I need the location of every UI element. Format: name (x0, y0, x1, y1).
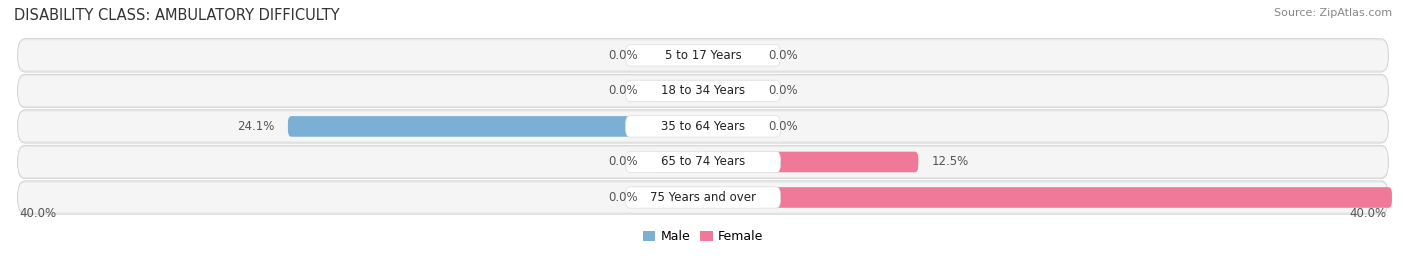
Text: 75 Years and over: 75 Years and over (650, 191, 756, 204)
FancyBboxPatch shape (17, 39, 1389, 72)
FancyBboxPatch shape (626, 151, 780, 173)
Text: 35 to 64 Years: 35 to 64 Years (661, 120, 745, 133)
FancyBboxPatch shape (17, 110, 1389, 143)
FancyBboxPatch shape (18, 40, 1388, 70)
FancyBboxPatch shape (18, 147, 1388, 177)
FancyBboxPatch shape (651, 152, 703, 172)
FancyBboxPatch shape (651, 187, 703, 208)
FancyBboxPatch shape (651, 81, 703, 101)
Text: 0.0%: 0.0% (607, 155, 637, 168)
FancyBboxPatch shape (17, 74, 1389, 108)
FancyBboxPatch shape (626, 116, 780, 137)
Text: 24.1%: 24.1% (236, 120, 274, 133)
FancyBboxPatch shape (18, 183, 1388, 213)
FancyBboxPatch shape (651, 45, 703, 66)
Text: 65 to 74 Years: 65 to 74 Years (661, 155, 745, 168)
FancyBboxPatch shape (626, 187, 780, 208)
FancyBboxPatch shape (703, 152, 918, 172)
FancyBboxPatch shape (18, 76, 1388, 106)
Text: 40.0%: 40.0% (1350, 207, 1386, 220)
FancyBboxPatch shape (17, 181, 1389, 214)
FancyBboxPatch shape (703, 187, 1392, 208)
FancyBboxPatch shape (703, 116, 755, 137)
Text: Source: ZipAtlas.com: Source: ZipAtlas.com (1274, 8, 1392, 18)
Text: 12.5%: 12.5% (932, 155, 969, 168)
FancyBboxPatch shape (703, 81, 755, 101)
FancyBboxPatch shape (703, 45, 755, 66)
Text: 0.0%: 0.0% (769, 120, 799, 133)
Text: 0.0%: 0.0% (607, 49, 637, 62)
Text: 0.0%: 0.0% (769, 49, 799, 62)
FancyBboxPatch shape (17, 145, 1389, 179)
FancyBboxPatch shape (626, 45, 780, 66)
Text: DISABILITY CLASS: AMBULATORY DIFFICULTY: DISABILITY CLASS: AMBULATORY DIFFICULTY (14, 8, 340, 23)
FancyBboxPatch shape (288, 116, 703, 137)
Text: 0.0%: 0.0% (769, 84, 799, 97)
Legend: Male, Female: Male, Female (638, 225, 768, 248)
Text: 40.0%: 40.0% (20, 207, 56, 220)
FancyBboxPatch shape (18, 112, 1388, 141)
Text: 0.0%: 0.0% (607, 84, 637, 97)
Text: 18 to 34 Years: 18 to 34 Years (661, 84, 745, 97)
FancyBboxPatch shape (626, 80, 780, 102)
Text: 0.0%: 0.0% (607, 191, 637, 204)
Text: 5 to 17 Years: 5 to 17 Years (665, 49, 741, 62)
